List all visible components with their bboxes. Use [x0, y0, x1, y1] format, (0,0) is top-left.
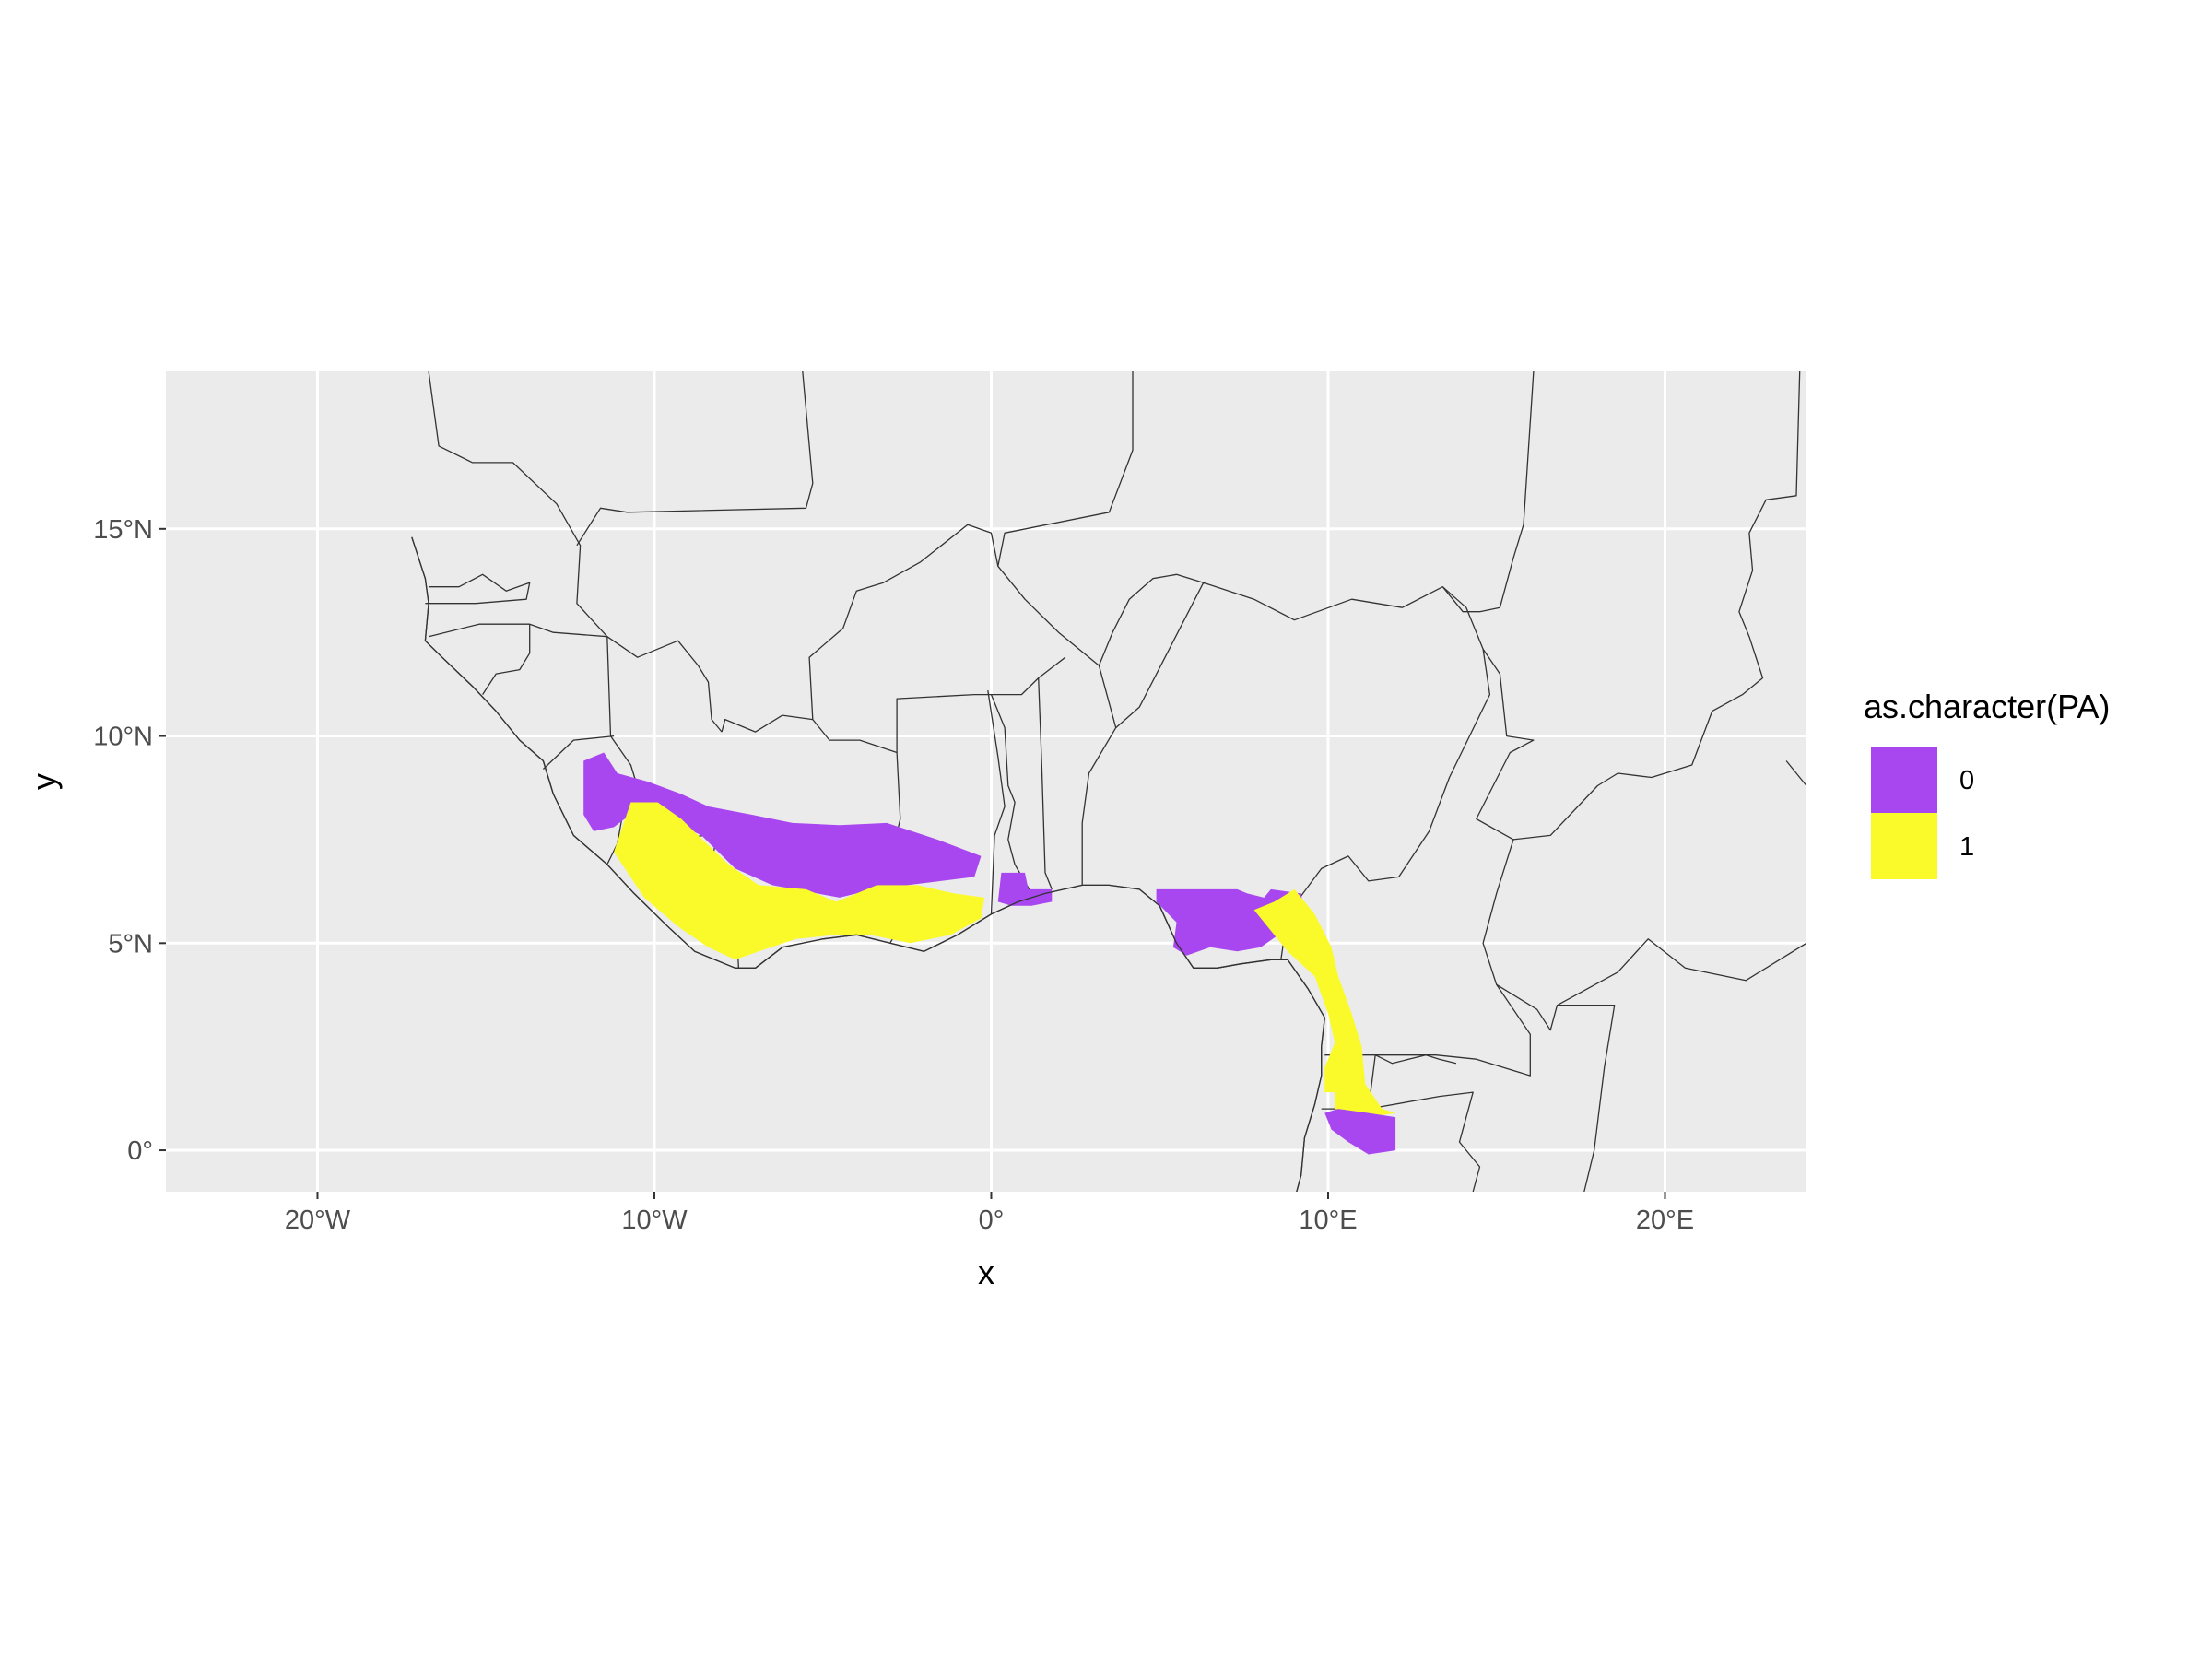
- border-line-3: [425, 573, 531, 605]
- border-line-17: [997, 371, 1134, 567]
- x-axis-title: x: [978, 1253, 994, 1291]
- legend-title: as.character(PA): [1864, 688, 2110, 725]
- border-line-7: [542, 735, 615, 770]
- region-pa-0-0: [583, 752, 982, 898]
- legend: as.character(PA) 0 1: [1864, 688, 2110, 879]
- region-pa-1-4: [1253, 888, 1396, 1118]
- region-pa-1-2: [614, 802, 985, 960]
- border-line-12: [990, 694, 1032, 894]
- legend-key-0: [1871, 747, 1937, 813]
- x-tick-label-3: 10°E: [1299, 1206, 1357, 1235]
- x-axis: 20°W 10°W 0° 10°E 20°E: [285, 1192, 1694, 1235]
- panel-background: [166, 371, 1806, 1192]
- border-line-26: [1785, 760, 1806, 786]
- border-line-22: [1512, 371, 1801, 841]
- border-line-20: [1496, 983, 1616, 1192]
- coastline: [411, 536, 1325, 1192]
- border-line-10: [808, 524, 1117, 886]
- border-line-18: [1441, 371, 1535, 613]
- x-tick-label-1: 10°W: [621, 1206, 688, 1235]
- legend-label-1: 1: [1959, 832, 1974, 862]
- border-line-19: [1324, 648, 1535, 1077]
- x-tick-label-2: 0°: [979, 1206, 1005, 1235]
- y-tick-label-2: 10°N: [93, 723, 153, 752]
- graticule: [166, 371, 1806, 1192]
- border-line-14: [1038, 677, 1053, 890]
- border-line-16: [1098, 573, 1204, 666]
- region-pa-0-5: [1324, 1109, 1396, 1155]
- x-tick-label-0: 20°W: [285, 1206, 351, 1235]
- x-tick-label-4: 20°E: [1636, 1206, 1694, 1235]
- border-line-4: [428, 623, 723, 733]
- border-line-21: [1557, 938, 1806, 1006]
- border-line-24: [1368, 1091, 1481, 1192]
- y-axis: 0° 5°N 10°N 15°N: [93, 515, 166, 1166]
- legend-label-0: 0: [1959, 766, 1974, 795]
- y-tick-label-0: 0°: [127, 1136, 153, 1166]
- border-line-13: [987, 690, 1006, 914]
- legend-key-1: [1871, 813, 1937, 879]
- y-tick-label-3: 15°N: [93, 515, 153, 545]
- border-line-25: [1374, 1054, 1457, 1065]
- border-line-5: [482, 624, 531, 695]
- border-line-2: [576, 371, 814, 547]
- y-tick-label-1: 5°N: [108, 929, 153, 959]
- region-pa-0-1: [997, 872, 1053, 906]
- pa-regions: [411, 536, 1396, 1192]
- border-line-1: [428, 371, 608, 638]
- y-axis-title: y: [25, 773, 63, 790]
